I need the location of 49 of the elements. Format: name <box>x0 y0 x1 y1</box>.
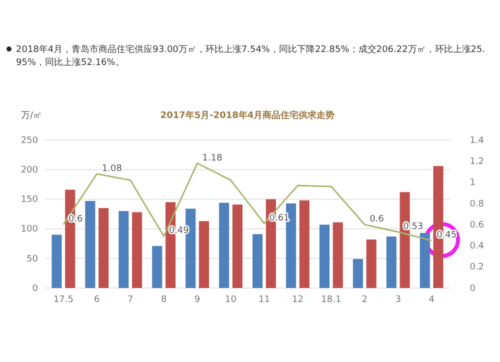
y2-tick-label: 0.8 <box>470 199 484 210</box>
x-tick-label: 6 <box>94 294 100 305</box>
bar <box>352 258 363 288</box>
bar <box>52 234 62 288</box>
y-axis-title: 万/㎡ <box>21 111 42 121</box>
x-tick-label: 18.1 <box>321 294 342 305</box>
chart-title: 2017年5月-2018年4月商品住宅供求走势 <box>160 110 335 121</box>
bar <box>420 232 430 288</box>
y2-tick-label: 0.4 <box>470 242 484 252</box>
bar <box>152 246 162 288</box>
x-tick-label: 11 <box>258 294 270 305</box>
data-label: 1.08 <box>102 164 122 174</box>
data-label: 1.18 <box>202 153 223 164</box>
y2-tick-label: 1.4 <box>470 136 484 146</box>
data-label: 0.6 <box>370 214 384 225</box>
bar <box>232 204 242 288</box>
y-tick-label: 0 <box>32 284 38 294</box>
x-tick-label: 4 <box>428 294 435 305</box>
x-tick-label: 3 <box>395 294 401 305</box>
bar <box>219 202 230 288</box>
y2-tick-label: 0 <box>470 284 476 294</box>
y-tick-label: 250 <box>20 136 38 146</box>
x-tick-label: 12 <box>292 294 304 305</box>
y-tick-label: 50 <box>26 254 38 264</box>
bar <box>299 200 310 288</box>
y2-tick-label: 0.2 <box>470 262 484 273</box>
bar <box>386 236 396 288</box>
y2-tick-label: 1.2 <box>470 157 484 168</box>
y-tick-label: 200 <box>20 165 38 176</box>
x-tick-label: 17.5 <box>53 294 74 305</box>
bar <box>198 221 210 288</box>
bar <box>98 208 109 288</box>
text: 2018年4月，青岛市商品住宅供应93.00万㎡，环比上涨7.54%，同比下降22.85%；成交206.22万㎡，环比上涨25.95%，同比上涨52.16%。 <box>16 44 486 68</box>
bar <box>85 200 96 288</box>
y-tick-label: 100 <box>20 224 38 235</box>
x-tick-label: 9 <box>194 294 200 305</box>
x-tick-label: 8 <box>160 294 167 305</box>
bar <box>252 234 263 288</box>
x-tick-label: 10 <box>225 294 237 305</box>
bar <box>332 222 343 288</box>
bar <box>118 211 129 288</box>
bar <box>366 239 376 288</box>
x-tick-label: 7 <box>127 294 134 305</box>
y2-tick-label: 0.6 <box>470 220 484 230</box>
bar <box>132 212 142 288</box>
bar <box>319 224 330 288</box>
x-tick-label: 2 <box>362 294 368 305</box>
y2-tick-label: 1 <box>470 178 476 188</box>
y-tick-label: 150 <box>20 195 38 206</box>
